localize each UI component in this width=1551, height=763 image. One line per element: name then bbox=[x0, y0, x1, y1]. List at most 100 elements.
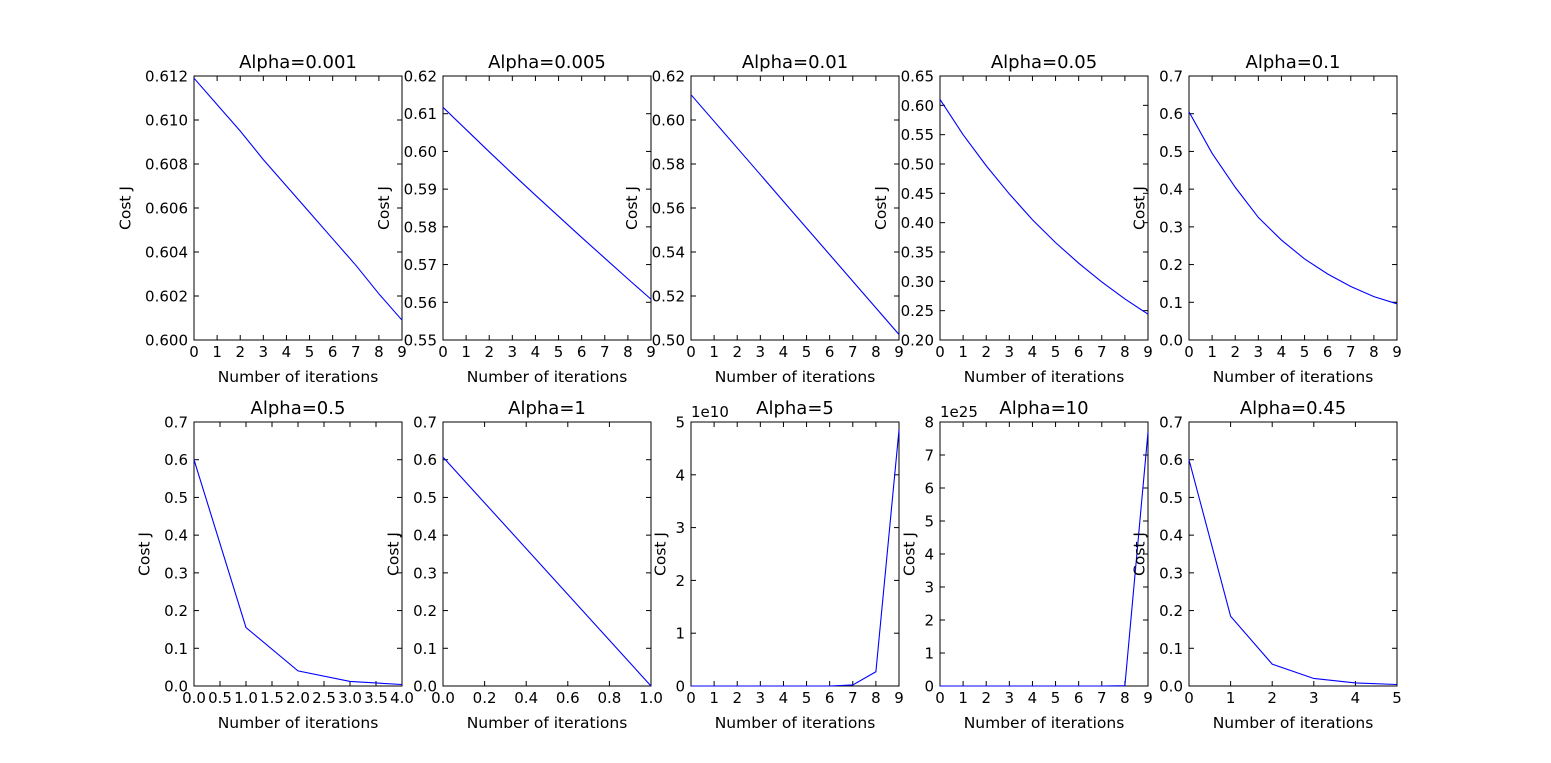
plot-frame bbox=[690, 75, 900, 341]
x-tick-label: 4 bbox=[1351, 689, 1361, 707]
x-tick-label: 3 bbox=[1309, 689, 1319, 707]
x-tick-label: 2 bbox=[1267, 689, 1277, 707]
panel-title: Alpha=0.005 bbox=[488, 52, 606, 73]
y-tick-label: 0.62 bbox=[652, 68, 685, 86]
x-tick-label: 3.5 bbox=[364, 689, 388, 707]
cost-line bbox=[1188, 459, 1398, 686]
subplot-7: 0.0 0.2 0.4 0.6 0.8 1.0 0.0 0.1 0.2 0.3 0.4 0.5 0.6 0… bbox=[385, 398, 663, 732]
x-tick-label: 3 bbox=[1254, 343, 1264, 361]
x-tick-label: 8 bbox=[1369, 343, 1379, 361]
x-tick-label: 1 bbox=[212, 343, 222, 361]
cost-line bbox=[193, 459, 403, 686]
y-tick-label: 0.4 bbox=[413, 527, 437, 545]
x-tick-label: 0 bbox=[686, 343, 696, 361]
x-tick-label: 8 bbox=[871, 689, 881, 707]
y-tick-label: 0.7 bbox=[164, 414, 188, 432]
x-tick-label: 0.2 bbox=[473, 689, 497, 707]
x-tick-label: 5 bbox=[1392, 689, 1402, 707]
y-tick-label: 0.61 bbox=[404, 105, 437, 123]
y-tick-label: 0.606 bbox=[145, 200, 188, 218]
x-tick-label: 9 bbox=[1392, 343, 1402, 361]
y-tick-label: 0.56 bbox=[652, 200, 685, 218]
x-tick-label: 1.5 bbox=[260, 689, 284, 707]
y-tick-label: 0.35 bbox=[901, 244, 934, 262]
plot-frame bbox=[1188, 75, 1398, 341]
x-axis-label: Number of iterations bbox=[1213, 368, 1374, 386]
y-tick-label: 0.1 bbox=[1159, 294, 1183, 312]
y-tick-label: 0.2 bbox=[1159, 602, 1183, 620]
y-tick-label: 0.2 bbox=[1159, 256, 1183, 274]
cost-line bbox=[691, 429, 900, 687]
x-tick-label: 5 bbox=[1300, 343, 1310, 361]
x-tick-label: 6 bbox=[577, 343, 587, 361]
cost-line bbox=[690, 94, 900, 335]
y-axis-label: Cost J bbox=[623, 186, 641, 230]
x-tick-label: 2 bbox=[1230, 343, 1240, 361]
y-tick-label: 0.59 bbox=[404, 181, 437, 199]
x-tick-label: 6 bbox=[1323, 343, 1333, 361]
x-tick-label: 0.8 bbox=[597, 689, 621, 707]
y-tick-label: 0.1 bbox=[413, 640, 437, 658]
y-tick-label: 2 bbox=[924, 612, 934, 630]
x-tick-label: 9 bbox=[646, 343, 656, 361]
x-tick-label: 1.0 bbox=[639, 689, 663, 707]
subplot-10: 0 1 2 3 4 5 0.0 0.1 0.2 0.3 0.4 0.5 0.6 0.7 Alpha=0.45… bbox=[1131, 398, 1402, 732]
cost-line bbox=[442, 106, 652, 300]
x-tick-label: 7 bbox=[600, 343, 610, 361]
plot-frame bbox=[939, 75, 1149, 341]
cost-line bbox=[939, 99, 1149, 315]
x-tick-label: 2.0 bbox=[286, 689, 310, 707]
x-tick-label: 9 bbox=[1143, 343, 1153, 361]
x-tick-label: 1.0 bbox=[234, 689, 258, 707]
x-tick-label: 0 bbox=[935, 343, 945, 361]
x-tick-label: 0 bbox=[1184, 343, 1194, 361]
x-tick-label: 2 bbox=[235, 343, 245, 361]
y-tick-label: 0.6 bbox=[1159, 451, 1183, 469]
y-tick-label: 0.25 bbox=[901, 302, 934, 320]
y-tick-label: 0.7 bbox=[1159, 414, 1183, 432]
x-tick-label: 2 bbox=[732, 343, 742, 361]
panel-title: Alpha=0.1 bbox=[1246, 52, 1341, 73]
x-tick-label: 6 bbox=[825, 343, 835, 361]
x-tick-label: 8 bbox=[1120, 689, 1130, 707]
cost-line bbox=[940, 431, 1149, 687]
plot-frame bbox=[193, 75, 403, 341]
x-tick-label: 5 bbox=[802, 343, 812, 361]
x-tick-label: 0 bbox=[686, 689, 696, 707]
y-tick-label: 0.5 bbox=[164, 489, 188, 507]
y-tick-label: 0.50 bbox=[652, 332, 685, 350]
y-tick-label: 0.58 bbox=[652, 156, 685, 174]
x-tick-label: 8 bbox=[1120, 343, 1130, 361]
y-tick-label: 0.40 bbox=[901, 214, 934, 232]
y-tick-label: 0.65 bbox=[901, 68, 934, 86]
y-tick-label: 0.602 bbox=[145, 288, 188, 306]
x-axis-label: Number of iterations bbox=[715, 714, 876, 732]
y-tick-label: 5 bbox=[924, 513, 934, 531]
y-tick-label: 0.610 bbox=[145, 112, 188, 130]
x-tick-label: 5 bbox=[305, 343, 315, 361]
panel-title: Alpha=0.01 bbox=[742, 52, 848, 73]
y-tick-label: 1 bbox=[924, 645, 934, 663]
y-axis-label: Cost J bbox=[385, 532, 403, 576]
x-tick-label: 4 bbox=[1028, 343, 1038, 361]
panel-title: Alpha=0.5 bbox=[251, 398, 346, 419]
y-tick-label: 0.60 bbox=[652, 112, 685, 130]
y-tick-label: 0.604 bbox=[145, 244, 188, 262]
y-tick-label: 0.0 bbox=[413, 678, 437, 696]
x-tick-label: 4 bbox=[531, 343, 541, 361]
x-tick-label: 5 bbox=[802, 689, 812, 707]
y-axis-label: Cost J bbox=[1131, 532, 1149, 576]
cost-line bbox=[193, 77, 403, 321]
x-tick-label: 8 bbox=[374, 343, 384, 361]
y-tick-label: 0 bbox=[924, 678, 934, 696]
panel-title: Alpha=0.05 bbox=[991, 52, 1097, 73]
y-tick-label: 0.0 bbox=[1159, 332, 1183, 350]
x-tick-label: 7 bbox=[848, 343, 858, 361]
x-tick-label: 9 bbox=[1143, 689, 1153, 707]
x-tick-label: 0.0 bbox=[182, 689, 206, 707]
x-tick-label: 8 bbox=[623, 343, 633, 361]
x-tick-label: 3 bbox=[508, 343, 518, 361]
x-tick-label: 9 bbox=[397, 343, 407, 361]
